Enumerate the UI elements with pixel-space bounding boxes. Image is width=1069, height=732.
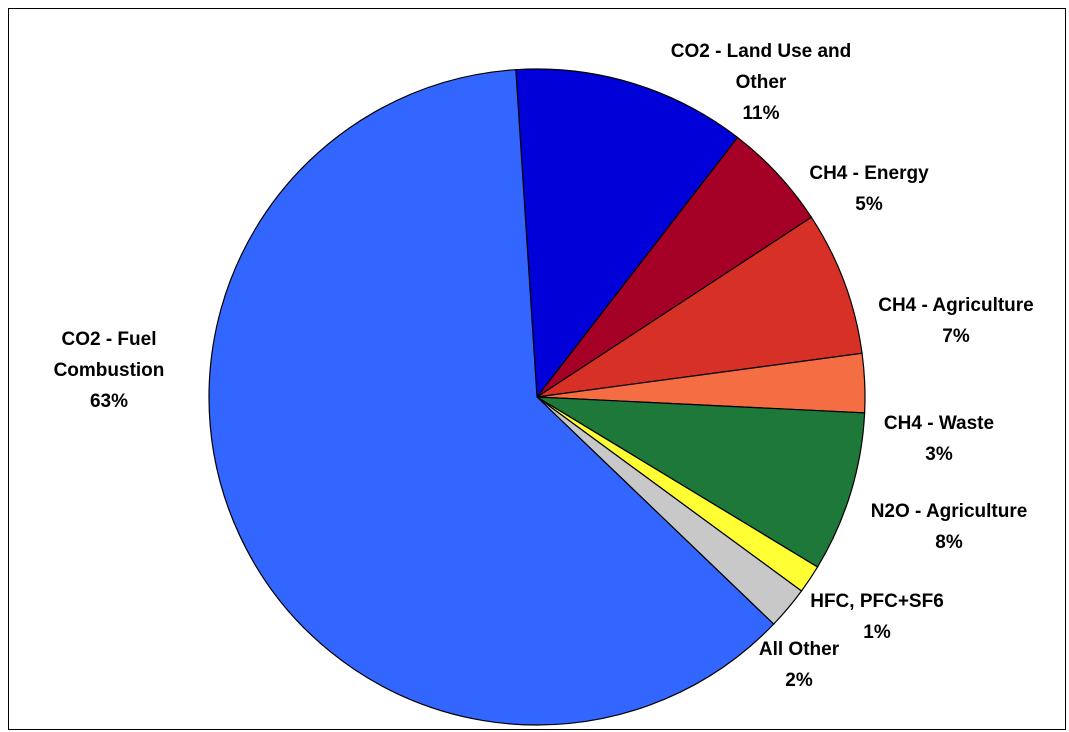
chart-frame: CO2 - Land Use and Other 11% CH4 - Energy 5%… bbox=[8, 8, 1066, 730]
pie-chart: CO2 - Land Use and Other 11% CH4 - Energy 5%… bbox=[54, 41, 1034, 726]
slice-name-label: N2O - Agriculture bbox=[871, 501, 1028, 522]
slice-percent-label: 7% bbox=[942, 326, 970, 347]
pie-slices bbox=[208, 68, 866, 726]
slice-label-co2-land-use-and-other: CO2 - Land Use and Other 11% bbox=[671, 41, 852, 124]
pie-slice-ch4-agriculture bbox=[536, 216, 863, 398]
slice-name-label: All Other bbox=[759, 639, 840, 660]
slice-name-label: HFC, PFC+SF6 bbox=[810, 591, 944, 612]
slice-percent-label: 2% bbox=[785, 670, 813, 691]
slice-label-hfc-pfc-sf6: HFC, PFC+SF6 1% bbox=[810, 591, 944, 643]
slice-percent-label: 11% bbox=[743, 103, 780, 124]
slice-label-all-other: All Other 2% bbox=[759, 639, 840, 691]
pie-slice-n2o-agriculture bbox=[536, 396, 866, 568]
pie-slice-co2-land-use-and-other bbox=[515, 68, 739, 399]
slice-percent-label: 3% bbox=[925, 444, 953, 465]
slice-percent-label: 1% bbox=[863, 622, 891, 643]
slice-name-label: CO2 - Fuel bbox=[61, 329, 156, 350]
slice-label-ch4-energy: CH4 - Energy 5% bbox=[809, 163, 929, 215]
slice-percent-label: 5% bbox=[855, 194, 883, 215]
slice-name-label: CH4 - Waste bbox=[884, 413, 994, 434]
slice-label-ch4-agriculture: CH4 - Agriculture 7% bbox=[878, 295, 1034, 347]
slice-label-co2-fuel-combustion: CO2 - Fuel Combustion 63% bbox=[54, 329, 165, 412]
slice-percent-label: 8% bbox=[935, 532, 963, 553]
pie-slice-co2-fuel-combustion bbox=[208, 69, 775, 726]
slice-name-label: Other bbox=[736, 72, 787, 93]
slice-label-n2o-agriculture: N2O - Agriculture 8% bbox=[871, 501, 1028, 553]
slice-name-label: CH4 - Energy bbox=[809, 163, 929, 184]
slice-label-ch4-waste: CH4 - Waste 3% bbox=[884, 413, 994, 465]
slice-name-label: CH4 - Agriculture bbox=[878, 295, 1034, 316]
slice-name-label: CO2 - Land Use and bbox=[671, 41, 852, 62]
pie-labels: CO2 - Land Use and Other 11% CH4 - Energy 5%… bbox=[54, 41, 1034, 691]
slice-percent-label: 63% bbox=[90, 391, 128, 412]
slice-name-label: Combustion bbox=[54, 360, 165, 381]
